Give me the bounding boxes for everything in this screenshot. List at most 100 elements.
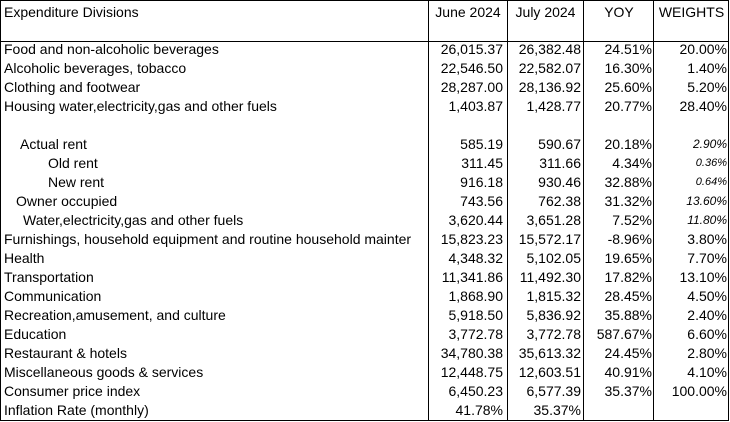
row-weight: 4.50% [687, 288, 727, 304]
row-weight: 100.00% [671, 383, 727, 399]
row-weight: 0.64% [695, 176, 727, 188]
row-label: Clothing and footwear [4, 79, 141, 95]
row-june: 311.45 [461, 155, 503, 171]
row-yoy: -8.96% [607, 231, 652, 247]
grid-header-divider [0, 41, 729, 42]
header-june-2024: June 2024 [435, 4, 501, 20]
row-june: 28,287.00 [440, 79, 503, 95]
row-weight: 3.80% [687, 231, 727, 247]
row-july: 762.38 [538, 193, 581, 209]
row-july: 26,382.48 [518, 41, 581, 57]
row-yoy: 25.60% [604, 79, 652, 95]
table-row: Consumer price index 6,450.23 6,577.39 3… [0, 382, 729, 401]
table-row: Communication 1,868.90 1,815.32 28.45% 4… [0, 287, 729, 306]
table-row: Water,electricity,gas and other fuels 3,… [0, 211, 729, 230]
header-expenditure-divisions: Expenditure Divisions [4, 4, 139, 20]
table-row: Furnishings, household equipment and rou… [0, 230, 729, 249]
grid-border-bottom [0, 420, 729, 421]
header-july-2024: July 2024 [515, 4, 576, 20]
table-row: Clothing and footwear 28,287.00 28,136.9… [0, 78, 729, 97]
row-weight: 13.60% [686, 194, 727, 208]
row-yoy: 32.88% [604, 174, 652, 190]
row-june: 1,868.90 [448, 288, 504, 304]
row-june: 585.19 [460, 136, 503, 152]
grid-divider-yoy [653, 0, 654, 421]
row-yoy: 40.91% [604, 364, 652, 380]
table-row: Old rent 311.45 311.66 4.34% 0.36% [0, 154, 729, 173]
row-weight: 7.70% [687, 250, 727, 266]
row-label: Recreation,amusement, and culture [4, 307, 226, 323]
row-july: 35,613.32 [518, 345, 581, 361]
table-row: Recreation,amusement, and culture 5,918.… [0, 306, 729, 325]
grid-border-left [0, 0, 1, 421]
row-june: 1,403.87 [448, 98, 504, 114]
grid-divider-july [583, 0, 584, 421]
row-june: 3,772.78 [448, 326, 504, 342]
row-label: Education [4, 326, 67, 342]
row-june: 6,450.23 [448, 383, 504, 399]
row-july: 1,428.77 [526, 98, 582, 114]
row-june: 4,348.32 [448, 250, 504, 266]
row-weight: 28.40% [679, 98, 727, 114]
row-yoy: 587.67% [596, 326, 652, 342]
row-june: 15,823.23 [440, 231, 503, 247]
table-row: Health 4,348.32 5,102.05 19.65% 7.70% [0, 249, 729, 268]
row-weight: 2.90% [692, 137, 727, 151]
row-yoy: 7.52% [612, 212, 652, 228]
table-row: Inflation Rate (monthly) 41.78% 35.37% [0, 401, 729, 420]
row-july: 1,815.32 [526, 288, 582, 304]
row-label: New rent [48, 174, 105, 190]
row-june: 5,918.50 [448, 307, 504, 323]
table-row: Alcoholic beverages, tobacco 22,546.50 2… [0, 59, 729, 78]
grid-border-top [0, 0, 729, 1]
header-yoy: YOY [604, 4, 634, 20]
grid-border-right [728, 0, 729, 421]
row-label: Actual rent [20, 136, 87, 152]
row-yoy: 31.32% [604, 193, 652, 209]
table-row: Owner occupied 743.56 762.38 31.32% 13.6… [0, 192, 729, 211]
table-header: Expenditure Divisions June 2024 July 202… [0, 1, 729, 20]
row-yoy: 20.77% [604, 98, 652, 114]
row-label: Furnishings, household equipment and rou… [4, 231, 412, 247]
row-yoy: 24.51% [604, 41, 652, 57]
row-label: Inflation Rate (monthly) [4, 402, 149, 418]
table-row: Restaurant & hotels 34,780.38 35,613.32 … [0, 344, 729, 363]
row-june: 11,341.86 [441, 269, 503, 285]
row-label: Miscellaneous goods & services [4, 364, 204, 380]
row-july: 35.37% [533, 402, 581, 418]
row-july: 15,572.17 [518, 231, 581, 247]
row-june: 34,780.38 [440, 345, 503, 361]
row-june: 743.56 [460, 193, 503, 209]
row-yoy: 17.82% [604, 269, 652, 285]
row-weight: 2.80% [687, 345, 727, 361]
row-july: 6,577.39 [526, 383, 582, 399]
row-yoy: 16.30% [604, 60, 652, 76]
row-label: Consumer price index [4, 383, 141, 399]
row-yoy: 35.37% [604, 383, 652, 399]
row-weight: 0.36% [695, 157, 727, 169]
table-row: Education 3,772.78 3,772.78 587.67% 6.60… [0, 325, 729, 344]
table-row: Food and non-alcoholic beverages 26,015.… [0, 40, 729, 59]
row-weight: 2.40% [687, 307, 727, 323]
row-weight: 1.40% [687, 60, 727, 76]
row-label: Alcoholic beverages, tobacco [4, 60, 187, 76]
row-june: 916.18 [460, 174, 503, 190]
row-weight: 6.60% [687, 326, 727, 342]
row-yoy: 19.65% [604, 250, 652, 266]
row-july: 5,836.92 [526, 307, 582, 323]
row-june: 26,015.37 [440, 41, 503, 57]
row-label: Old rent [48, 155, 98, 171]
row-july: 590.67 [538, 136, 581, 152]
row-july: 3,651.28 [526, 212, 582, 228]
row-july: 28,136.92 [518, 79, 581, 95]
row-july: 311.66 [539, 155, 581, 171]
row-yoy: 24.45% [604, 345, 652, 361]
row-july: 22,582.07 [518, 60, 581, 76]
row-label: Owner occupied [16, 193, 118, 209]
row-july: 12,603.51 [518, 364, 581, 380]
row-weight: 5.20% [687, 79, 727, 95]
row-weight: 4.10% [687, 364, 727, 380]
row-yoy: 28.45% [604, 288, 652, 304]
table-row: Miscellaneous goods & services 12,448.75… [0, 363, 729, 382]
